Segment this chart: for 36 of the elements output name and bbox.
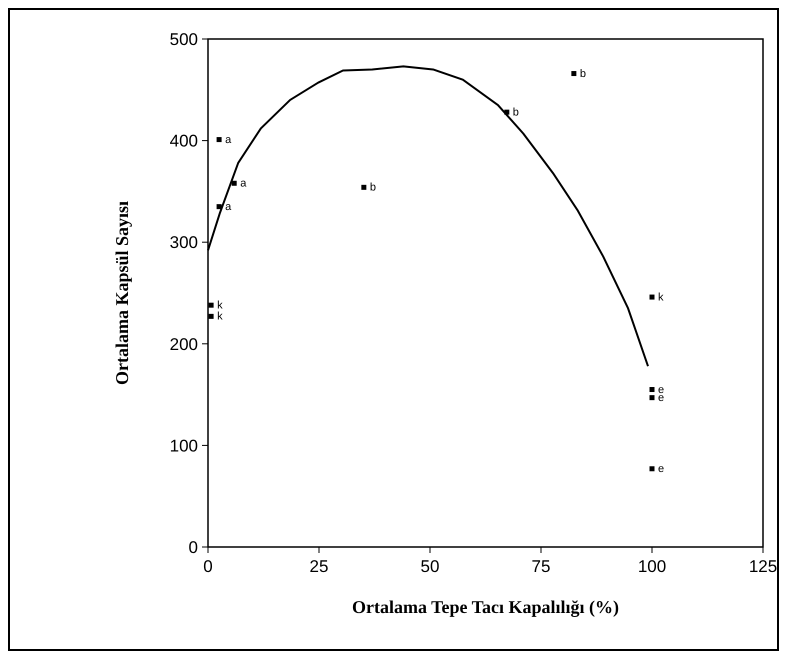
point <box>650 395 654 400</box>
annotation: k <box>658 291 664 304</box>
point <box>208 314 214 319</box>
annotation: a <box>240 178 248 190</box>
annotation: k <box>217 310 224 323</box>
point <box>216 137 222 142</box>
point <box>650 387 654 392</box>
point <box>650 466 654 472</box>
y-axis-title: Ortalama Kapsül Sayısı <box>112 200 132 386</box>
x-tick-label: 0 <box>203 557 213 576</box>
point <box>361 184 366 190</box>
x-tick-label: 75 <box>532 557 550 576</box>
annotation: a <box>225 200 232 213</box>
y-tick-label: 100 <box>170 436 198 456</box>
annotation: e <box>658 384 664 396</box>
annotation: b <box>580 68 586 80</box>
x-tick-label: 25 <box>310 557 328 576</box>
y-tick-label: 500 <box>170 30 198 49</box>
y-tick-label: 300 <box>170 233 198 252</box>
y-tick-label: 200 <box>170 334 198 354</box>
annotation: b <box>512 106 519 118</box>
x-tick-label: 125 <box>748 557 778 576</box>
annotation: b <box>370 182 376 194</box>
annotation: e <box>658 463 664 476</box>
y-tick-label: 400 <box>170 132 198 151</box>
point <box>650 294 654 300</box>
annotation: k <box>217 299 224 312</box>
y-tick-label: 0 <box>188 538 198 557</box>
point <box>232 180 237 186</box>
point <box>571 71 576 76</box>
x-tick-label: 50 <box>420 557 440 576</box>
point <box>216 204 222 210</box>
point <box>208 302 214 308</box>
annotation: a <box>225 134 232 146</box>
x-tick-label: 100 <box>638 557 666 576</box>
x-axis-title: Ortalama Tepe Tacı Kapalılığı (%) <box>352 597 620 617</box>
